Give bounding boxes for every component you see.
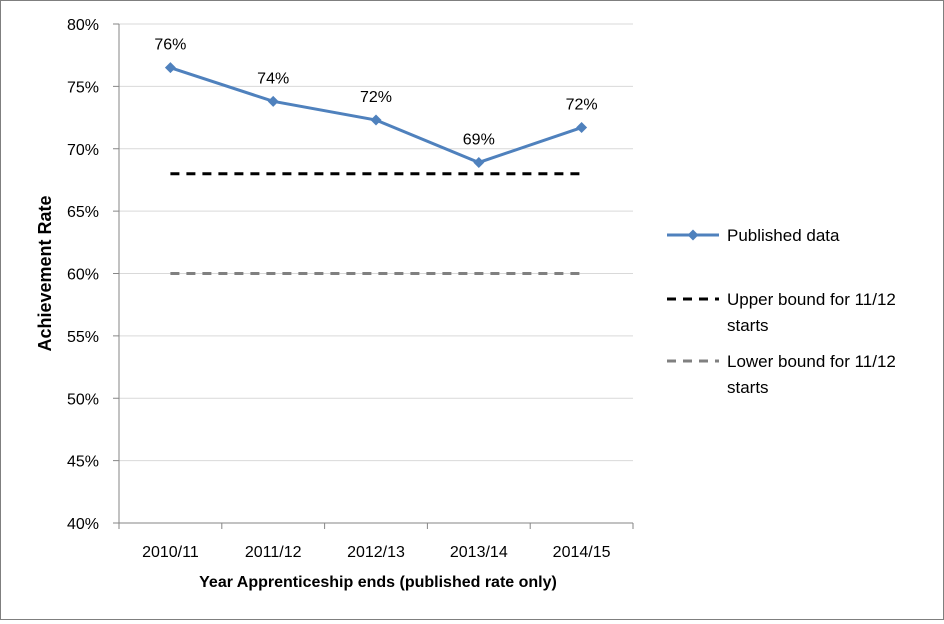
y-tick-label: 45% — [67, 454, 99, 471]
x-tick-label: 2011/12 — [245, 544, 302, 561]
axes: 40% 45% 50% 55% 60% 65% 70% 75% 80% 2010/11 2011/1… — [67, 17, 634, 561]
y-tick-label: 40% — [67, 516, 99, 533]
x-tick-label: 2014/15 — [553, 544, 611, 561]
legend-marker — [687, 229, 699, 241]
reference-lines — [170, 172, 582, 275]
y-tick-label: 60% — [67, 267, 99, 284]
data-labels: 76% 74% 72% 69% 72% — [154, 37, 597, 149]
data-label: 72% — [566, 97, 598, 114]
data-label: 74% — [257, 70, 289, 87]
legend: Published data Upper bound for 11/12 start… — [667, 226, 896, 397]
legend-label: Published data — [727, 226, 840, 245]
data-point-marker — [370, 114, 382, 126]
legend-label: starts — [727, 378, 769, 397]
legend-label: Lower bound for 11/12 — [727, 352, 896, 371]
y-tick-label: 55% — [67, 329, 99, 346]
y-tick-label: 70% — [67, 142, 99, 159]
y-axis-title: Achievement Rate — [35, 195, 55, 351]
data-label: 72% — [360, 89, 392, 106]
x-tick-label: 2012/13 — [347, 544, 405, 561]
data-point-marker — [473, 156, 485, 168]
data-label: 69% — [463, 131, 495, 148]
x-tick-label: 2013/14 — [450, 544, 508, 561]
y-tick-label: 80% — [67, 17, 99, 34]
y-tick-label: 50% — [67, 391, 99, 408]
legend-label: Upper bound for 11/12 — [727, 290, 896, 309]
y-tick-label: 65% — [67, 204, 99, 221]
x-tick-label: 2010/11 — [142, 544, 199, 561]
data-label: 76% — [154, 37, 186, 54]
legend-label: starts — [727, 316, 769, 335]
data-point-marker — [267, 95, 279, 107]
y-tick-label: 75% — [67, 79, 99, 96]
x-axis-title: Year Apprenticeship ends (published rate… — [199, 574, 557, 591]
data-point-marker — [164, 62, 176, 74]
data-series — [164, 62, 588, 168]
data-point-marker — [576, 122, 588, 134]
